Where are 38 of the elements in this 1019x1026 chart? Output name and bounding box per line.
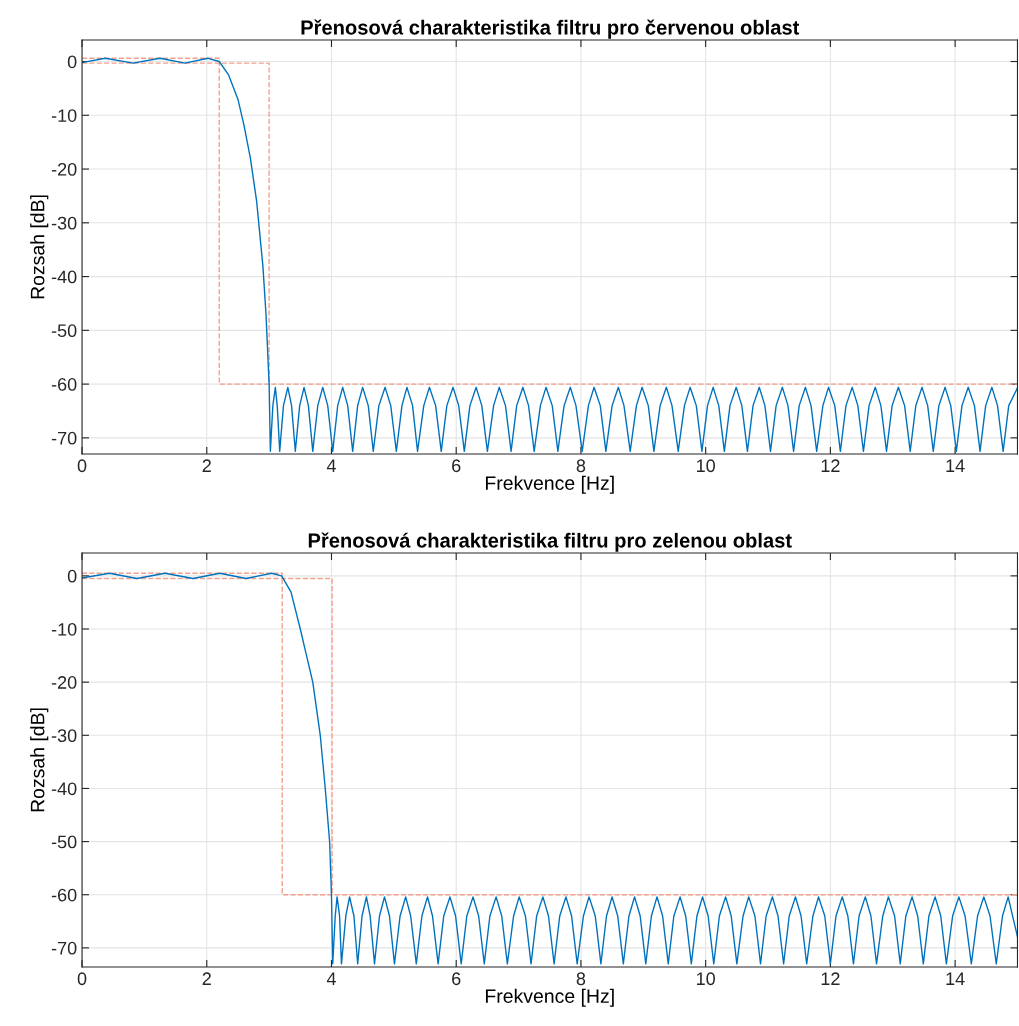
x-tick-label: 0 xyxy=(77,972,87,986)
x-tick-label: 12 xyxy=(821,972,840,985)
y-tick-label: -40 xyxy=(51,270,77,284)
x-tick-label: 14 xyxy=(946,459,965,472)
x-tick-label: 10 xyxy=(696,972,715,986)
y-tick-label: 0 xyxy=(67,569,77,583)
y-tick-label: -60 xyxy=(51,888,77,902)
x-tick-label: 12 xyxy=(821,459,840,472)
x-tick-label: 4 xyxy=(326,459,336,472)
x-tick-label: 6 xyxy=(452,459,461,473)
chart-title: Přenosová charakteristika filtru pro zelenou oblast xyxy=(308,532,792,552)
x-tick-label: 10 xyxy=(696,459,715,473)
y-tick-label: -70 xyxy=(51,941,77,955)
y-tick-label: -30 xyxy=(51,729,77,743)
y-tick-label: -10 xyxy=(51,109,77,123)
x-tick-label: 2 xyxy=(202,972,211,985)
chart-title: Přenosová charakteristika filtru pro červenou oblast xyxy=(301,19,800,39)
y-tick-label: -30 xyxy=(51,216,77,230)
y-tick-label: -20 xyxy=(51,676,77,689)
x-axis-title: Frekvence [Hz] xyxy=(485,475,614,494)
y-tick-label: -10 xyxy=(51,622,77,636)
y-tick-label: -20 xyxy=(51,162,77,176)
y-tick-label: -50 xyxy=(51,324,77,338)
x-tick-label: 8 xyxy=(576,459,586,473)
y-axis-title: Rozsah [dB] xyxy=(30,195,49,299)
y-axis-title: Rozsah [dB] xyxy=(30,708,49,812)
y-tick-label: 0 xyxy=(67,55,77,69)
y-tick-label: -40 xyxy=(51,782,77,796)
y-tick-label: -70 xyxy=(51,431,77,445)
y-tick-label: -50 xyxy=(51,835,77,849)
y-tick-label: -60 xyxy=(51,378,77,391)
x-tick-label: 0 xyxy=(77,459,87,473)
x-axis-title: Frekvence [Hz] xyxy=(485,988,614,1007)
x-tick-label: 14 xyxy=(946,972,965,985)
x-tick-label: 2 xyxy=(202,459,211,472)
x-tick-label: 6 xyxy=(452,972,461,986)
x-tick-label: 4 xyxy=(326,972,336,985)
x-tick-label: 8 xyxy=(576,972,586,986)
